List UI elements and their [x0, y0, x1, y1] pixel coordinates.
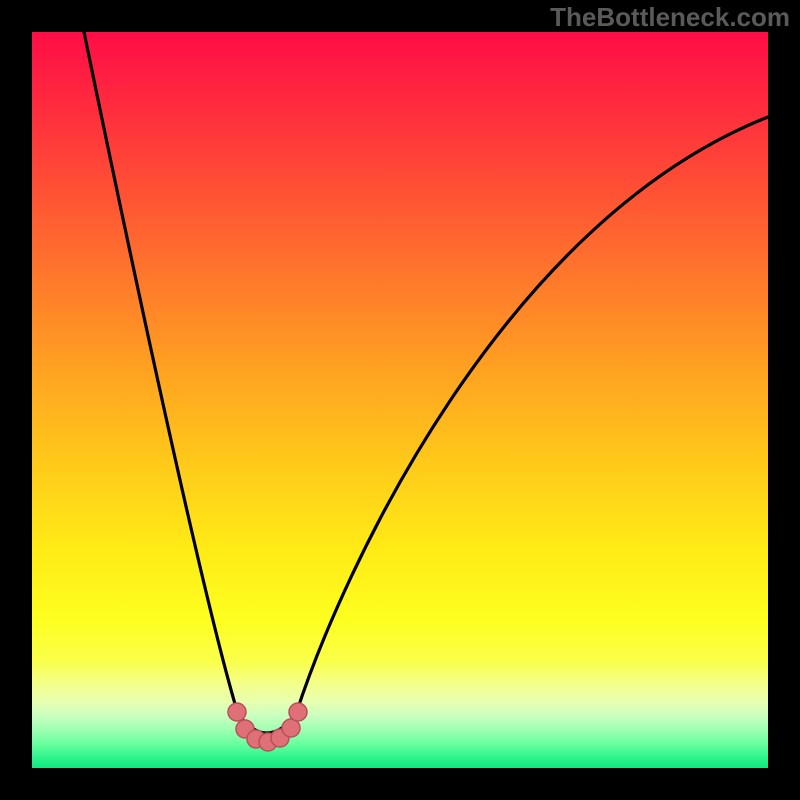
watermark-text: TheBottleneck.com: [550, 2, 790, 33]
bottleneck-curve-segment: [296, 117, 768, 714]
curve-layer: [32, 32, 768, 768]
optimal-marker: [228, 703, 246, 721]
optimal-marker: [289, 703, 307, 721]
plot-area: [32, 32, 768, 768]
bottleneck-curve-segment: [84, 32, 238, 714]
